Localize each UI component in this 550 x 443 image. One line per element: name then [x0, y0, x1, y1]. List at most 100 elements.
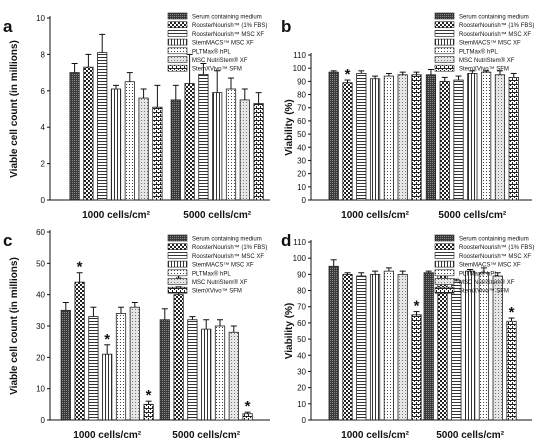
legend-swatch: [434, 243, 455, 250]
y-tick-label: 40: [297, 143, 306, 152]
legend-swatch: [434, 56, 455, 63]
panel-b: b 0 10 20 30 40 50 60 70 80 90 100 110 Viability (%) *…: [281, 12, 534, 221]
y-tick-label: 10: [297, 183, 306, 192]
legend-entry: RoosterNourish™ MSC XF: [459, 31, 531, 38]
y-tick-label: 70: [297, 303, 306, 312]
legend-entry: StemMACS™ MSC XF: [192, 262, 254, 269]
legend-swatch: [167, 260, 188, 268]
bar: [453, 79, 464, 201]
y-tick-label: 110: [293, 238, 306, 247]
panel-d: d 0 10 20 30 40 50 60 70 80 90 100 110 Viability (%) *…: [281, 231, 534, 441]
legend-swatch: [167, 243, 188, 250]
bar: [159, 319, 170, 421]
y-tick-label: 40: [297, 351, 306, 360]
y-tick-label: 50: [36, 259, 45, 268]
bar: [369, 273, 381, 421]
legend-swatch: [434, 47, 455, 55]
y-tick-label: 20: [297, 170, 306, 179]
legend-swatch: [167, 47, 188, 55]
y-tick-label: 90: [297, 270, 306, 279]
bar: [481, 71, 492, 201]
bar: [425, 74, 437, 201]
bar: [397, 74, 408, 201]
y-tick-label: 30: [36, 322, 45, 331]
legend-swatch: [434, 234, 455, 242]
legend-entry: StemXVivo™ SFM: [192, 66, 242, 73]
y-axis-label: Viability (%): [284, 99, 295, 156]
y-tick-label: 100: [293, 64, 307, 73]
x-category-label: 1000 cells/cm²: [341, 430, 409, 441]
legend-entry: RoosterNourish™ (1% FBS): [459, 244, 534, 251]
legend-swatch: [167, 12, 188, 20]
legend-swatch: [434, 286, 455, 294]
legend-entry: MSC NutriStem® XF: [192, 57, 248, 64]
significance-star: *: [345, 66, 351, 83]
legend-swatch: [434, 21, 455, 29]
x-category-label: 5000 cells/cm²: [436, 430, 504, 441]
y-tick-label: 0: [302, 196, 307, 205]
bar: [451, 280, 462, 421]
legend-swatch: [167, 64, 188, 72]
bar: [225, 88, 237, 201]
y-tick-label: 0: [41, 196, 46, 205]
bar: [342, 82, 353, 201]
legend-swatch: [167, 234, 188, 242]
legend-entry: StemXVivo™ SFM: [192, 288, 242, 295]
y-tick-label: 100: [293, 254, 307, 263]
x-category-label: 1000 cells/cm²: [73, 430, 141, 441]
bar: [239, 99, 250, 201]
bar: [115, 313, 127, 421]
bar: [342, 273, 353, 421]
legend-entry: Serum containing medium: [192, 237, 262, 243]
y-tick-label: 60: [297, 117, 306, 126]
y-axis-label: Viable cell count (in millions): [9, 257, 20, 395]
bar: [214, 325, 226, 421]
y-tick-label: 0: [41, 416, 46, 425]
panel-label: c: [3, 231, 12, 250]
y-tick-label: 80: [297, 91, 306, 100]
bar: [97, 52, 108, 201]
x-category-label: 1000 cells/cm²: [82, 210, 150, 221]
panel-label: a: [3, 17, 13, 36]
y-tick-label: 6: [41, 87, 46, 96]
legend-swatch: [434, 38, 455, 46]
y-tick-label: 90: [297, 77, 306, 86]
legend-entry: StemMACS™ MSC XF: [459, 40, 521, 47]
bar: [439, 80, 450, 201]
bar: [356, 73, 367, 201]
y-tick-label: 60: [297, 319, 306, 328]
y-tick-label: 40: [36, 291, 45, 300]
legend-swatch: [434, 30, 455, 37]
legend-entry: RoosterNourish™ (1% FBS): [192, 22, 267, 29]
bar: [173, 294, 184, 421]
y-tick-label: 70: [297, 104, 306, 113]
y-tick-label: 0: [302, 416, 307, 425]
bar: [88, 316, 99, 421]
bar: [60, 309, 71, 421]
legend-swatch: [434, 278, 455, 285]
x-category-label: 5000 cells/cm²: [183, 210, 251, 221]
legend-entry: StemXVivo™ SFM: [459, 288, 509, 295]
bar: [83, 66, 94, 201]
bar: [253, 103, 264, 201]
y-tick-label: 8: [41, 50, 46, 59]
legend-entry: PLTMax® hPL: [459, 48, 498, 55]
legend-entry: RoosterNourish™ MSC XF: [192, 253, 264, 260]
bar: [187, 319, 198, 421]
y-tick-label: 60: [36, 228, 45, 237]
significance-star: *: [77, 259, 83, 276]
y-tick-label: 20: [36, 353, 45, 362]
legend-entry: StemXVivo™ SFM: [459, 66, 509, 73]
legend-swatch: [167, 56, 188, 63]
x-category-label: 5000 cells/cm²: [438, 210, 506, 221]
legend-entry: Serum containing medium: [459, 15, 529, 21]
legend-entry: RoosterNourish™ MSC XF: [459, 253, 531, 260]
x-category-label: 1000 cells/cm²: [341, 210, 409, 221]
significance-star: *: [146, 387, 152, 404]
bar: [411, 74, 422, 201]
y-tick-label: 30: [297, 156, 306, 165]
